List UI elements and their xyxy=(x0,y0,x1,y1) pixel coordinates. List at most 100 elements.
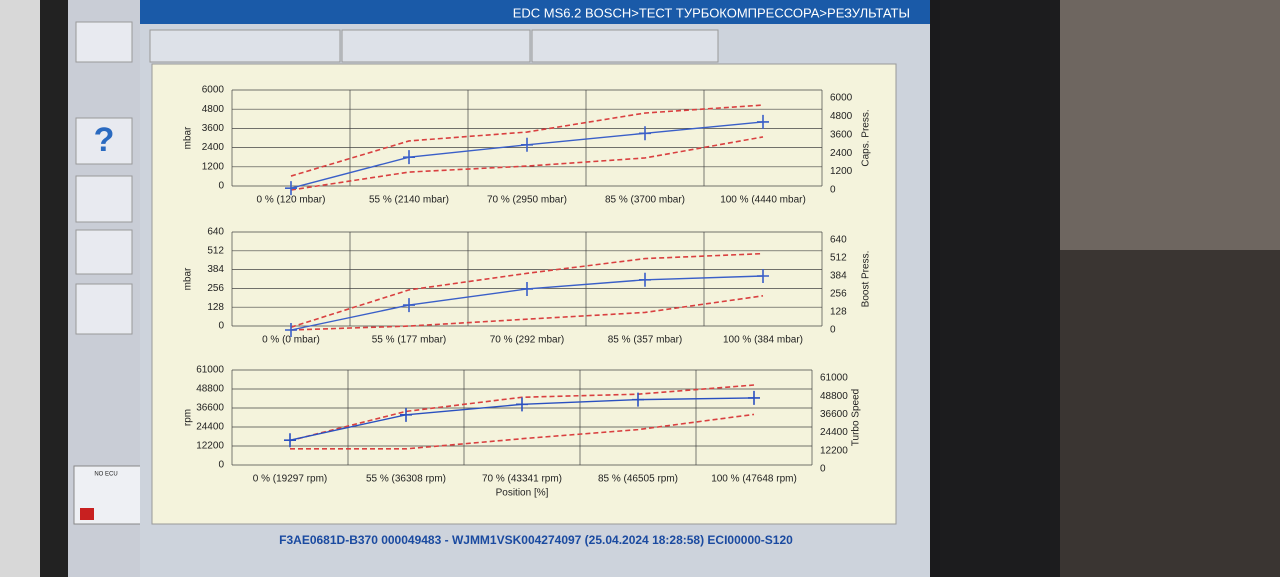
y2-axis-title: Turbo Speed xyxy=(851,389,862,446)
x-tick-label: 85 % (3700 mbar) xyxy=(605,195,685,206)
x-tick-label: 55 % (36308 rpm) xyxy=(366,474,446,485)
y-tick-label: 1200 xyxy=(202,161,225,172)
point-marker xyxy=(632,392,644,407)
point-marker xyxy=(403,298,415,313)
bezel xyxy=(40,0,68,577)
x-tick-label: 100 % (47648 rpm) xyxy=(711,474,797,485)
help-button[interactable] xyxy=(75,117,133,165)
y-tick-label: 0 xyxy=(218,181,224,192)
limit-line xyxy=(290,295,764,331)
x-axis-title: Position [%] xyxy=(496,488,549,499)
y-axis-title: mbar xyxy=(183,267,194,290)
y-tick-label: 48800 xyxy=(196,384,224,395)
y-tick-label: 512 xyxy=(207,245,224,256)
breadcrumb: EDC MS6.2 BOSCH>ТЕСТ ТУРБОКОМПРЕССОРА>РЕ… xyxy=(513,5,910,20)
tab[interactable] xyxy=(531,29,719,63)
x-tick-label: 0 % (120 mbar) xyxy=(257,195,326,206)
point-marker xyxy=(639,126,651,141)
point-marker xyxy=(521,281,533,296)
x-tick-label: 70 % (43341 rpm) xyxy=(482,474,562,485)
tab[interactable] xyxy=(149,29,341,63)
y2-tick-label: 3600 xyxy=(830,129,853,140)
y-tick-label: 12200 xyxy=(196,441,224,452)
y-tick-label: 61000 xyxy=(196,365,224,376)
limit-line xyxy=(290,104,764,177)
point-marker xyxy=(285,181,297,196)
bezel-right xyxy=(940,0,1060,577)
y2-tick-label: 512 xyxy=(830,253,847,264)
y-tick-label: 4800 xyxy=(202,104,225,115)
x-tick-label: 0 % (19297 rpm) xyxy=(253,474,327,485)
x-tick-label: 70 % (292 mbar) xyxy=(490,335,564,346)
y-tick-label: 256 xyxy=(207,283,224,294)
y-tick-label: 640 xyxy=(207,227,224,238)
y2-tick-label: 2400 xyxy=(830,148,853,159)
y2-tick-label: 0 xyxy=(820,464,826,475)
y2-tick-label: 36600 xyxy=(820,409,848,420)
y-tick-label: 6000 xyxy=(202,85,225,96)
help-icon: ? xyxy=(94,121,115,159)
y2-tick-label: 61000 xyxy=(820,373,848,384)
chart-area xyxy=(151,63,897,525)
y2-tick-label: 384 xyxy=(830,271,847,282)
limit-line xyxy=(289,384,755,442)
y2-tick-label: 1200 xyxy=(830,166,853,177)
point-marker xyxy=(516,397,528,412)
table-button[interactable] xyxy=(75,283,133,335)
y2-tick-label: 24400 xyxy=(820,427,848,438)
point-marker xyxy=(521,137,533,152)
print-button[interactable] xyxy=(75,175,133,223)
y-axis-title: rpm xyxy=(183,409,194,426)
y2-tick-label: 4800 xyxy=(830,111,853,122)
y-tick-label: 36600 xyxy=(196,403,224,414)
point-marker xyxy=(639,272,651,287)
y2-axis-title: Caps. Press. xyxy=(861,109,872,166)
footer-info: F3AE0681D-B370 000049483 - WJMM1VSK00427… xyxy=(279,533,793,547)
report-button[interactable] xyxy=(75,229,133,275)
limit-line xyxy=(290,413,755,450)
point-marker xyxy=(748,390,760,405)
point-marker xyxy=(285,323,297,337)
ecu-indicator xyxy=(80,508,94,520)
x-tick-label: 55 % (177 mbar) xyxy=(372,335,446,346)
y2-tick-label: 12200 xyxy=(820,445,848,456)
x-tick-label: 85 % (46505 rpm) xyxy=(598,474,678,485)
bezel-left xyxy=(0,0,40,577)
point-marker xyxy=(284,433,296,448)
y2-tick-label: 0 xyxy=(830,325,836,336)
point-marker xyxy=(757,269,769,283)
y2-tick-label: 48800 xyxy=(820,391,848,402)
y-tick-label: 24400 xyxy=(196,422,224,433)
y-tick-label: 128 xyxy=(207,302,224,313)
x-tick-label: 85 % (357 mbar) xyxy=(608,335,682,346)
point-marker xyxy=(403,150,415,165)
limit-line xyxy=(290,252,764,328)
x-tick-label: 100 % (4440 mbar) xyxy=(720,195,806,206)
truck-button[interactable] xyxy=(75,21,133,63)
y-tick-label: 0 xyxy=(218,460,224,471)
y2-tick-label: 0 xyxy=(830,185,836,196)
y2-tick-label: 640 xyxy=(830,235,847,246)
y-tick-label: 3600 xyxy=(202,123,225,134)
y2-tick-label: 6000 xyxy=(830,93,853,104)
point-marker xyxy=(400,407,412,422)
y-tick-label: 0 xyxy=(218,321,224,332)
y2-axis-title: Boost Press. xyxy=(861,251,872,308)
point-marker xyxy=(757,114,769,129)
y2-tick-label: 128 xyxy=(830,307,847,318)
y2-tick-label: 256 xyxy=(830,289,847,300)
header-bar xyxy=(140,0,930,24)
x-tick-label: 0 % (0 mbar) xyxy=(262,335,320,346)
x-tick-label: 55 % (2140 mbar) xyxy=(369,195,449,206)
y-axis-title: mbar xyxy=(183,126,194,149)
y-tick-label: 2400 xyxy=(202,142,225,153)
ecu-status: NO ECU xyxy=(94,472,117,478)
tab[interactable] xyxy=(341,29,531,63)
x-tick-label: 100 % (384 mbar) xyxy=(723,335,803,346)
limit-line xyxy=(290,136,764,191)
x-tick-label: 70 % (2950 mbar) xyxy=(487,195,567,206)
y-tick-label: 384 xyxy=(207,264,224,275)
tire xyxy=(1060,250,1280,577)
